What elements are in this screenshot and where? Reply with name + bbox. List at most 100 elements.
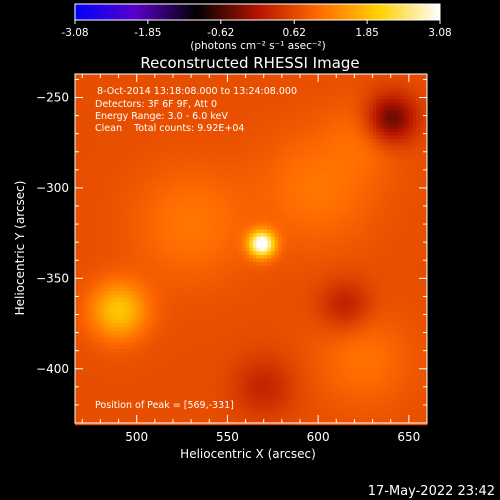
heatmap-cell: [133, 215, 138, 220]
heatmap-cell: [147, 215, 152, 220]
heatmap-cell: [85, 168, 90, 173]
heatmap-cell: [252, 117, 257, 122]
heatmap-cell: [252, 225, 257, 230]
heatmap-cell: [147, 413, 152, 418]
heatmap-cell: [227, 117, 232, 122]
heatmap-cell: [129, 200, 134, 205]
heatmap-cell: [223, 77, 228, 82]
heatmap-cell: [82, 84, 87, 89]
heatmap-cell: [75, 146, 80, 151]
heatmap-cell: [180, 113, 185, 118]
heatmap-cell: [202, 280, 207, 285]
heatmap-cell: [191, 186, 196, 191]
heatmap-cell: [191, 276, 196, 281]
heatmap-cell: [238, 258, 243, 263]
heatmap-cell: [180, 236, 185, 241]
heatmap-cell: [82, 215, 87, 220]
heatmap-cell: [147, 352, 152, 357]
heatmap-cell: [172, 262, 178, 267]
heatmap-cell: [125, 160, 130, 165]
heatmap-cell: [256, 106, 261, 111]
heatmap-cell: [165, 110, 170, 115]
heatmap-cell: [231, 88, 236, 93]
heatmap-cell: [209, 193, 214, 198]
heatmap-cell: [202, 345, 207, 350]
heatmap-cell: [151, 327, 156, 332]
heatmap-cell: [147, 399, 152, 404]
heatmap-cell: [78, 247, 83, 252]
heatmap-cell: [202, 225, 207, 230]
heatmap-cell: [104, 160, 109, 165]
heatmap-cell: [220, 377, 225, 382]
heatmap-cell: [100, 327, 105, 332]
heatmap-cell: [256, 305, 261, 310]
heatmap-cell: [104, 385, 109, 390]
heatmap-cell: [180, 88, 185, 93]
heatmap-cell: [147, 305, 152, 310]
heatmap-cell: [227, 309, 232, 314]
heatmap-cell: [89, 280, 94, 285]
heatmap-cell: [205, 81, 210, 86]
heatmap-cell: [147, 301, 152, 306]
heatmap-cell: [165, 374, 170, 379]
heatmap-cell: [191, 301, 196, 306]
heatmap-cell: [216, 240, 221, 245]
heatmap-cell: [209, 334, 214, 339]
heatmap-cell: [104, 276, 109, 281]
heatmap-cell: [176, 236, 181, 241]
heatmap-cell: [129, 186, 134, 191]
heatmap-cell: [252, 330, 257, 335]
heatmap-cell: [158, 280, 163, 285]
heatmap-cell: [202, 135, 207, 140]
heatmap-cell: [220, 254, 225, 259]
heatmap-cell: [162, 280, 167, 285]
heatmap-cell: [238, 215, 243, 220]
heatmap-cell: [194, 236, 199, 241]
heatmap-cell: [93, 135, 98, 140]
heatmap-cell: [89, 392, 94, 397]
heatmap-cell: [216, 225, 221, 230]
heatmap-cell: [231, 186, 236, 191]
heatmap-cell: [165, 171, 170, 176]
heatmap-cell: [104, 233, 109, 238]
colorbar-unit-label: (photons cm⁻² s⁻¹ asec⁻²): [190, 40, 325, 52]
heatmap-cell: [176, 81, 181, 86]
heatmap-cell: [78, 196, 83, 201]
heatmap-cell: [216, 95, 221, 100]
heatmap-cell: [241, 392, 246, 397]
heatmap-cell: [256, 186, 261, 191]
heatmap-cell: [89, 334, 94, 339]
heatmap-cell: [180, 319, 185, 324]
heatmap-cell: [104, 164, 109, 169]
heatmap-cell: [78, 139, 83, 144]
heatmap-cell: [154, 251, 159, 256]
heatmap-cell: [114, 189, 119, 194]
heatmap-cell: [93, 92, 98, 97]
heatmap-cell: [169, 363, 174, 368]
heatmap-cell: [129, 406, 134, 411]
heatmap-cell: [220, 222, 225, 227]
heatmap-cell: [107, 233, 112, 238]
heatmap-cell: [180, 388, 185, 393]
heatmap-cell: [162, 323, 167, 328]
heatmap-cell: [238, 312, 243, 317]
heatmap-cell: [129, 124, 134, 129]
heatmap-cell: [89, 196, 94, 201]
heatmap-cell: [205, 225, 210, 230]
heatmap-cell: [252, 95, 257, 100]
heatmap-cell: [209, 363, 214, 368]
heatmap-cell: [202, 149, 207, 154]
heatmap-cell: [209, 146, 214, 151]
heatmap-cell: [172, 334, 178, 339]
heatmap-cell: [249, 381, 254, 386]
heatmap-cell: [151, 84, 156, 89]
heatmap-cell: [100, 348, 105, 353]
heatmap-cell: [122, 348, 127, 353]
heatmap-cell: [118, 269, 123, 274]
heatmap-cell: [183, 124, 188, 129]
heatmap-cell: [136, 352, 141, 357]
heatmap-cell: [241, 319, 246, 324]
heatmap-cell: [93, 204, 98, 209]
heatmap-cell: [260, 95, 265, 100]
heatmap-cell: [216, 359, 221, 364]
